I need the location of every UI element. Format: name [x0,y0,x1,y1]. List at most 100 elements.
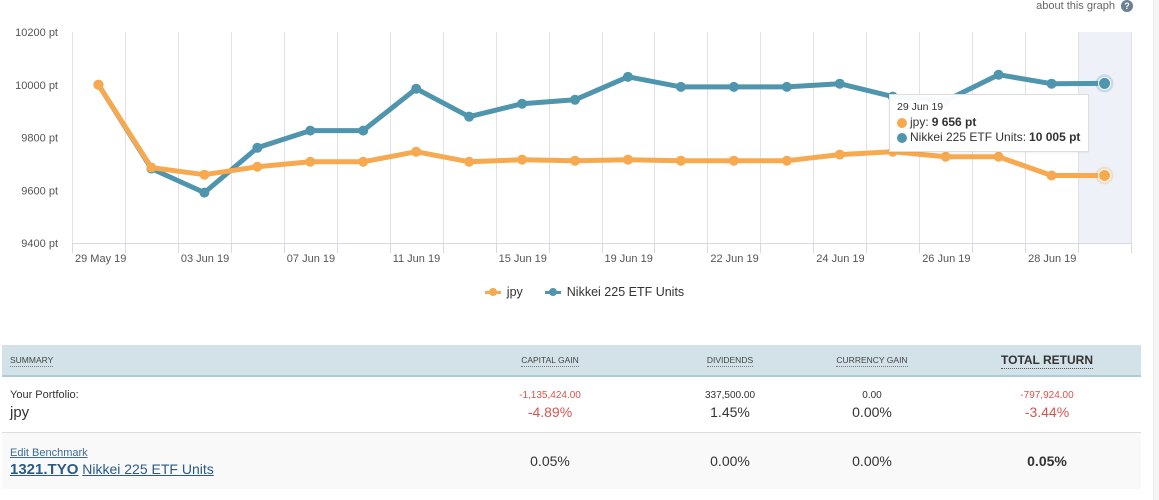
portfolio-dividends-amount: 337,500.00 [704,389,756,401]
portfolio-total-return: -797,924.00 -3.44% [953,376,1141,433]
chart-tooltip: 29 Jun 19 jpy: 9 656 pt Nikkei 225 ETF U… [889,94,1089,152]
portfolio-capital-gain: -1,135,424.00 -4.89% [431,376,669,433]
y-tick-label: 9400 pt [21,238,58,250]
header-dividends: Dividends [669,345,791,377]
data-point-jpy [464,156,475,167]
portfolio-capital-gain-amount: -1,135,424.00 [519,389,581,401]
benchmark-row: Edit Benchmark 1321.TYO Nikkei 225 ETF U… [2,432,1141,489]
data-point-jpy [622,154,633,165]
data-point-nikkei-225-etf-units [622,71,633,82]
data-point-nikkei-225-etf-units [1098,76,1112,90]
x-tick-label: 07 Jun 19 [287,253,335,265]
tooltip-row-nikkei: Nikkei 225 ETF Units: 10 005 pt [897,130,1081,145]
portfolio-currency-gain-amount: 0.00 [862,389,882,401]
header-capital-gain: Capital Gain [431,345,669,377]
line-chart: 10200 pt 10000 pt 9800 pt 9600 pt 9400 pt 29… [15,27,1132,265]
portfolio-dividends-pct: 1.45% [710,403,750,420]
page-scrollbar[interactable] [1153,0,1159,500]
x-tick-label: 22 Jun 19 [710,253,758,265]
summary-header-row: Summary Capital Gain Dividends Currency … [2,345,1141,377]
x-tick-label: 15 Jun 19 [499,253,547,265]
edit-benchmark-link[interactable]: Edit Benchmark [10,446,88,459]
benchmark-capital-gain-pct: 0.05% [431,432,669,489]
y-tick-label: 10000 pt [15,80,58,92]
data-point-nikkei-225-etf-units [464,111,475,122]
tooltip-jpy-dot-icon [897,117,907,128]
portfolio-currency-gain: 0.00 0.00% [791,376,953,433]
data-point-nikkei-225-etf-units [570,94,581,105]
data-point-jpy [1046,170,1057,181]
benchmark-total-return-pct: 0.05% [953,432,1141,489]
data-point-nikkei-225-etf-units [834,78,845,89]
series-line-jpy [96,82,1107,178]
tooltip-row-jpy: jpy: 9 656 pt [897,115,1081,130]
header-currency-gain-label[interactable]: Currency Gain [836,355,908,367]
y-tick-label: 10200 pt [15,27,58,39]
portfolio-total-return-pct: -3.44% [1024,403,1070,420]
legend-jpy-symbol-icon [484,288,501,296]
data-point-jpy [411,146,422,157]
data-point-jpy [358,156,369,167]
data-point-jpy [517,154,528,165]
legend-nikkei-symbol-icon [544,288,561,296]
header-dividends-label[interactable]: Dividends [706,355,754,367]
data-point-nikkei-225-etf-units [411,83,422,94]
portfolio-currency-gain-pct: 0.00% [852,403,892,420]
data-point-nikkei-225-etf-units [199,187,210,198]
data-point-nikkei-225-etf-units [993,69,1004,80]
portfolio-cell: Your Portfolio: jpy [2,376,431,433]
data-point-jpy [1098,168,1112,182]
benchmark-cell: Edit Benchmark 1321.TYO Nikkei 225 ETF U… [2,432,431,489]
data-point-jpy [305,156,316,167]
header-capital-gain-label[interactable]: Capital Gain [521,355,579,367]
header-total-return: Total Return [953,345,1141,377]
data-point-jpy [728,155,739,166]
question-circle-icon: ? [1121,0,1133,12]
data-point-jpy [993,151,1004,162]
about-this-graph-link[interactable]: about this graph ? [1036,0,1133,12]
benchmark-ticker-link[interactable]: 1321.TYO [10,460,79,478]
tooltip-nikkei-label: Nikkei 225 ETF Units: [910,130,1027,144]
header-summary-label[interactable]: Summary [10,355,54,367]
legend-jpy-label: jpy [506,285,523,299]
data-point-jpy [146,162,157,173]
legend-item-nikkei[interactable]: Nikkei 225 ETF Units [544,285,685,299]
tooltip-jpy-label: jpy: [910,115,929,129]
data-point-jpy [781,155,792,166]
x-tick-label: 28 Jun 19 [1028,253,1076,265]
data-point-nikkei-225-etf-units [728,81,739,92]
tooltip-jpy-value: 9 656 pt [931,115,977,129]
legend-item-jpy[interactable]: jpy [484,285,523,299]
data-point-jpy [199,169,210,180]
portfolio-label: Your Portfolio: [10,388,79,401]
header-total-return-label[interactable]: Total Return [1001,353,1093,369]
data-point-nikkei-225-etf-units [675,81,686,92]
data-point-jpy [940,151,951,162]
data-point-jpy [252,161,263,172]
tooltip-date: 29 Jun 19 [897,101,944,113]
chart-legend: jpy Nikkei 225 ETF Units [0,285,1159,299]
data-point-nikkei-225-etf-units [1046,78,1057,89]
data-point-nikkei-225-etf-units [517,98,528,109]
y-tick-label: 9800 pt [21,133,58,145]
x-tick-label: 03 Jun 19 [181,253,229,265]
data-point-jpy [93,79,104,90]
portfolio-capital-gain-pct: -4.89% [527,403,573,420]
y-tick-label: 9600 pt [21,185,58,197]
x-tick-label: 26 Jun 19 [922,253,970,265]
data-point-jpy [675,155,686,166]
data-point-nikkei-225-etf-units [252,142,263,153]
header-summary: Summary [2,345,431,377]
legend-nikkei-label: Nikkei 225 ETF Units [566,285,685,299]
x-tick-label: 24 Jun 19 [816,253,864,265]
x-tick-label: 11 Jun 19 [393,253,441,265]
portfolio-total-return-amount: -797,924.00 [1020,389,1074,401]
benchmark-name-link[interactable]: Nikkei 225 ETF Units [82,460,214,477]
header-currency-gain: Currency Gain [791,345,953,377]
portfolio-row: Your Portfolio: jpy -1,135,424.00 -4.89%… [2,376,1141,433]
data-point-nikkei-225-etf-units [358,125,369,136]
data-point-jpy [834,149,845,160]
portfolio-dividends: 337,500.00 1.45% [669,376,791,433]
portfolio-name: jpy [10,403,30,421]
x-tick-label: 19 Jun 19 [605,253,653,265]
